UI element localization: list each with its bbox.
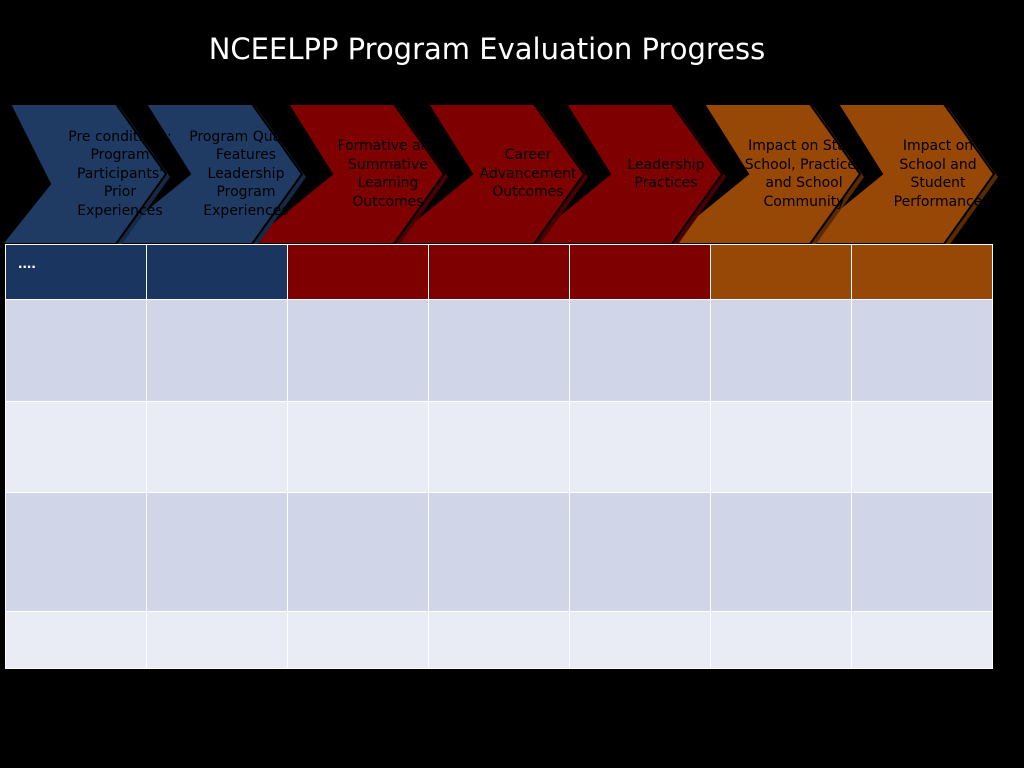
table-cell bbox=[287, 492, 429, 612]
table-cell bbox=[5, 611, 147, 669]
table-cell bbox=[146, 492, 288, 612]
evaluation-table: .... bbox=[5, 244, 993, 669]
header-cell-2 bbox=[146, 244, 288, 300]
chevron-label-3: Formative and Summative Learning Outcome… bbox=[337, 138, 439, 210]
table-row bbox=[5, 492, 993, 612]
table-cell bbox=[428, 299, 570, 402]
chevron-label-5: Leadership Practices bbox=[627, 156, 705, 192]
table-cell bbox=[146, 401, 288, 493]
table-cell bbox=[569, 492, 711, 612]
header-cell-4 bbox=[428, 244, 570, 300]
table-cell bbox=[428, 401, 570, 493]
table-cell bbox=[146, 299, 288, 402]
chevron-label-6: Impact on Staff, School, Practices and S… bbox=[744, 138, 864, 210]
table-cell bbox=[5, 492, 147, 612]
header-cell-1: .... bbox=[5, 244, 147, 300]
table-cell bbox=[569, 611, 711, 669]
table-header-row: .... bbox=[5, 244, 993, 300]
chevron-label-1: Pre conditions: Program Participants' Pr… bbox=[68, 128, 172, 219]
page-title: NCEELPP Program Evaluation Progress bbox=[208, 32, 766, 66]
table-cell bbox=[710, 611, 852, 669]
chevron-label-2: Program Quality Features Leadership Prog… bbox=[189, 128, 303, 219]
table-cell bbox=[851, 401, 993, 493]
table-cell bbox=[428, 492, 570, 612]
table-cell bbox=[146, 611, 288, 669]
chevron-label-7: Impact on School and Student Performance bbox=[893, 138, 983, 210]
table-cell bbox=[5, 401, 147, 493]
table-cell bbox=[710, 299, 852, 402]
header-cell-7 bbox=[851, 244, 993, 300]
table-row bbox=[5, 611, 993, 669]
table-cell bbox=[710, 401, 852, 493]
table-row bbox=[5, 401, 993, 493]
table-cell bbox=[287, 611, 429, 669]
table-cell bbox=[428, 611, 570, 669]
table-cell bbox=[287, 401, 429, 493]
header-cell-5 bbox=[569, 244, 711, 300]
table-cell bbox=[851, 299, 993, 402]
table-cell bbox=[569, 401, 711, 493]
table-row bbox=[5, 299, 993, 402]
table-cell bbox=[569, 299, 711, 402]
table-cell bbox=[851, 611, 993, 669]
table-cell bbox=[287, 299, 429, 402]
process-chevrons bbox=[0, 103, 998, 247]
chevron-label-4: Career Advancement Outcomes bbox=[479, 147, 577, 201]
header-cell-6 bbox=[710, 244, 852, 300]
header-cell-3 bbox=[287, 244, 429, 300]
table-cell bbox=[851, 492, 993, 612]
table-cell bbox=[5, 299, 147, 402]
table-cell bbox=[710, 492, 852, 612]
